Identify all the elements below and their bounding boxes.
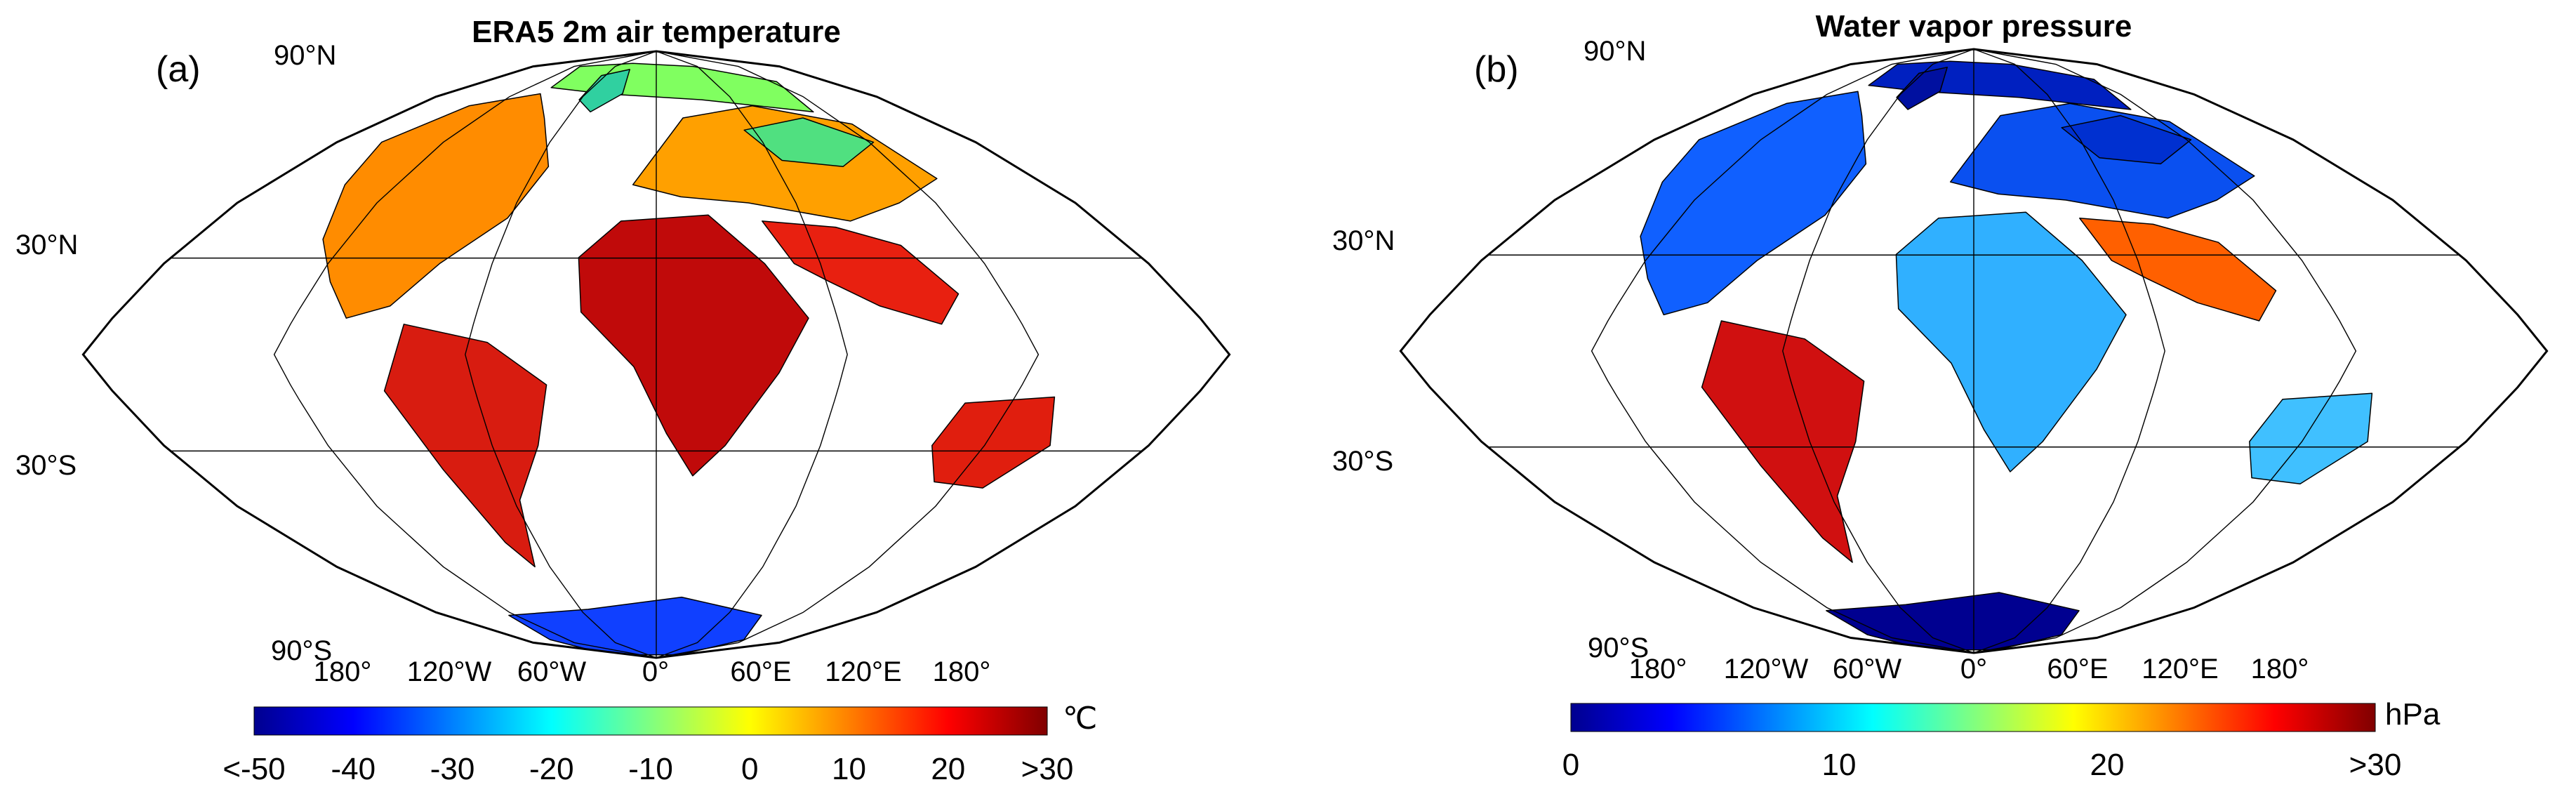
panel-b: (b) Water vapor pressure 90°N 30°N 30°S … <box>1332 9 2549 782</box>
landmass-south-asia <box>762 220 960 325</box>
lat-label-30n: 30°N <box>1332 225 1395 256</box>
landmass-north-america <box>322 93 550 319</box>
lon-label-60w: 60°W <box>517 656 586 687</box>
colorbar-tick-label: >30 <box>1021 752 1074 786</box>
colorbar-tick-label: 20 <box>931 752 965 786</box>
colorbar-a-unit: ℃ <box>1063 701 1097 736</box>
landmass-africa <box>1895 211 2127 472</box>
lat-label-90n: 90°N <box>1584 36 1646 67</box>
landmass-south-asia <box>2079 218 2277 322</box>
panel-a-title: ERA5 2m air temperature <box>472 15 841 49</box>
colorbar-a-ticks: <-50 -40 -30 -20 -10 0 10 20 >30 <box>223 752 1073 786</box>
panel-a-lat-labels: 90°N 30°N 30°S 90°S <box>15 40 336 666</box>
landmass-greenland-edge <box>1896 67 1948 110</box>
lon-label-180e: 180° <box>933 656 991 687</box>
meridian-line <box>1973 48 2165 654</box>
lon-label-120e: 120°E <box>825 656 901 687</box>
map-frame <box>81 50 1231 659</box>
lon-label-60w: 60°W <box>1833 654 1901 684</box>
lat-label-90s: 90°S <box>271 635 332 666</box>
meridian-line <box>656 51 1040 659</box>
lat-label-90s: 90°S <box>1588 633 1649 663</box>
land-layer <box>322 62 1056 656</box>
meridian-line <box>1782 48 1974 654</box>
colorbar-tick-label: 0 <box>1562 748 1579 782</box>
colorbar-tick-label: 0 <box>741 752 758 786</box>
panel-b-title: Water vapor pressure <box>1816 9 2132 44</box>
lon-label-120w: 120°W <box>407 656 492 687</box>
lon-label-0: 0° <box>642 656 669 687</box>
colorbar-b <box>1570 703 2376 732</box>
landmass-siberia <box>2061 114 2192 165</box>
colorbar-tick-label: 10 <box>832 752 866 786</box>
landmass-south-america <box>1701 320 1865 563</box>
lon-label-120e: 120°E <box>2142 654 2218 684</box>
graticule <box>170 51 1143 659</box>
colorbar-tick-label: <-50 <box>223 752 285 786</box>
lat-label-30s: 30°S <box>1332 446 1393 477</box>
meridian-line <box>1591 48 1974 654</box>
meridian-line <box>656 51 848 659</box>
lon-label-180w: 180° <box>314 656 372 687</box>
meridian-line <box>465 51 657 659</box>
lon-label-60e: 60°E <box>2047 654 2108 684</box>
landmass-africa <box>578 214 809 477</box>
lon-label-60e: 60°E <box>730 656 791 687</box>
colorbar-tick-label: -10 <box>628 752 673 786</box>
lat-label-90n: 90°N <box>274 40 336 71</box>
panel-b-letter: (b) <box>1474 49 1519 90</box>
panel-b-lat-labels: 90°N 30°N 30°S 90°S <box>1332 36 1649 663</box>
map-frame <box>1399 48 2549 654</box>
colorbar-tick-label: -20 <box>529 752 574 786</box>
landmass-australia <box>931 396 1056 489</box>
panel-a-letter: (a) <box>156 49 201 90</box>
landmass-europe-asia <box>1949 102 2255 219</box>
landmass-europe-asia <box>632 105 938 222</box>
panel-a: (a) ERA5 2m air temperature 90°N 30°N 30… <box>15 15 1231 786</box>
lat-label-30s: 30°S <box>15 450 77 481</box>
panel-a-map <box>81 50 1231 659</box>
land-layer <box>1640 60 2373 651</box>
lat-label-30n: 30°N <box>15 230 78 260</box>
landmass-siberia <box>743 117 875 167</box>
panel-a-lon-labels: 180° 120°W 60°W 0° 60°E 120°E 180° <box>314 656 991 687</box>
landmass-south-america <box>383 324 547 568</box>
lon-label-0: 0° <box>1960 654 1987 684</box>
panel-a-colorbar: ℃ <-50 -40 -30 -20 -10 0 10 20 >30 <box>223 701 1097 786</box>
panel-b-map <box>1399 48 2549 654</box>
colorbar-tick-label: >30 <box>2349 748 2402 782</box>
lon-label-120w: 120°W <box>1724 654 1809 684</box>
landmass-greenland-edge <box>578 69 630 113</box>
panel-b-colorbar: hPa 0 10 20 >30 <box>1562 697 2441 782</box>
colorbar-tick-label: -40 <box>331 752 376 786</box>
lon-label-180e: 180° <box>2251 654 2309 684</box>
landmass-north-america <box>1640 91 1867 316</box>
meridian-line <box>273 51 657 659</box>
colorbar-a <box>253 706 1048 736</box>
colorbar-b-unit: hPa <box>2385 697 2441 732</box>
meridian-line <box>1973 48 2357 654</box>
graticule <box>1487 48 2460 654</box>
landmass-australia <box>2249 392 2373 484</box>
colorbar-tick-label: 10 <box>1822 748 1857 782</box>
panel-b-lon-labels: 180° 120°W 60°W 0° 60°E 120°E 180° <box>1629 654 2309 684</box>
lon-label-180w: 180° <box>1629 654 1687 684</box>
colorbar-b-ticks: 0 10 20 >30 <box>1562 748 2402 782</box>
colorbar-tick-label: -30 <box>430 752 475 786</box>
colorbar-tick-label: 20 <box>2090 748 2125 782</box>
